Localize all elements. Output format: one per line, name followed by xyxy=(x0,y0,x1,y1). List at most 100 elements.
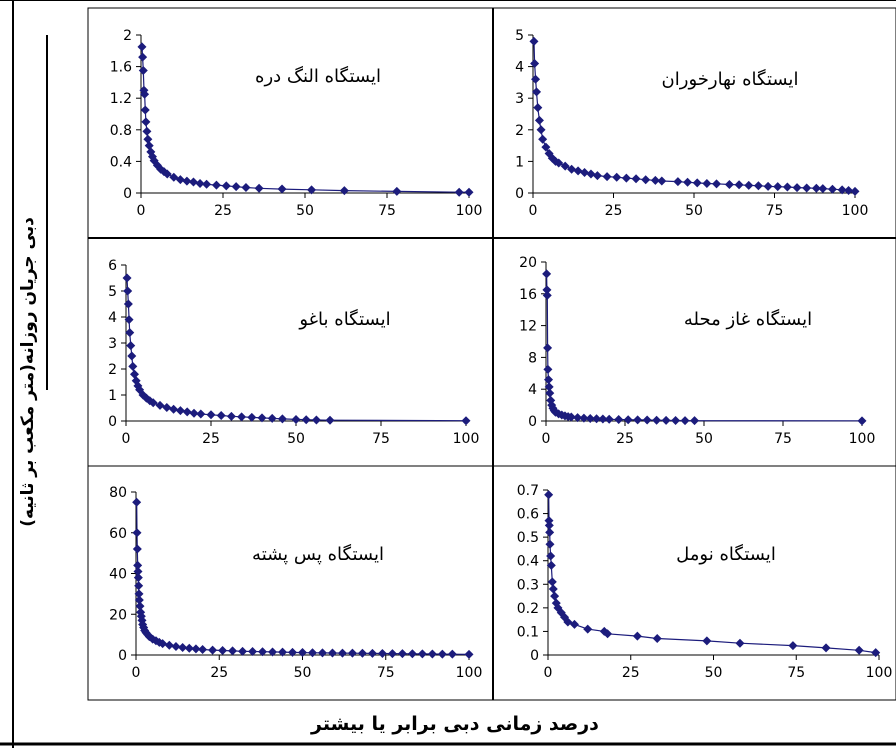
data-point xyxy=(188,177,198,187)
data-point xyxy=(427,649,437,659)
data-point xyxy=(133,566,143,576)
data-point xyxy=(307,648,317,658)
x-tick-label: 25 xyxy=(605,203,623,219)
y-tick-label: 0.2 xyxy=(517,601,539,617)
x-tick-label: 75 xyxy=(787,665,805,681)
chart-title: ایستگاه غاز محله xyxy=(684,308,812,330)
x-tick-label: 50 xyxy=(695,431,713,447)
data-point xyxy=(357,648,367,658)
data-point xyxy=(123,286,133,296)
data-point xyxy=(641,175,651,185)
data-point xyxy=(437,649,447,659)
data-point xyxy=(211,180,221,190)
y-tick-label: 0.6 xyxy=(517,507,539,523)
data-point xyxy=(206,410,216,420)
data-point xyxy=(184,643,194,653)
y-tick-label: 2 xyxy=(123,28,132,44)
data-point xyxy=(650,175,660,185)
figure-xlabel: درصد زمانی دبی برابر یا بیشتر xyxy=(310,713,599,735)
chart-panel: 0 4 8 12 16 20 0 25 50 75 100 ایستگاه غاز محله xyxy=(519,255,875,447)
y-tick-label: 8 xyxy=(528,350,537,366)
y-tick-label: 4 xyxy=(528,382,537,398)
data-point xyxy=(133,560,143,570)
data-point xyxy=(367,648,377,658)
data-point xyxy=(148,398,158,408)
x-tick-label: 50 xyxy=(294,665,312,681)
x-tick-label: 50 xyxy=(685,203,703,219)
data-point xyxy=(642,415,652,425)
data-point xyxy=(339,186,349,196)
y-tick-label: 4 xyxy=(515,60,524,76)
y-tick-label: 0.8 xyxy=(110,123,132,139)
data-point xyxy=(464,649,474,659)
y-tick-label: 1.6 xyxy=(110,60,132,76)
data-point xyxy=(461,416,471,426)
data-point xyxy=(603,629,613,639)
data-point xyxy=(182,407,192,417)
chart-panel: 0 20 40 60 80 0 25 50 75 100 ایستگاه پس پشته xyxy=(109,485,482,681)
data-point xyxy=(124,315,134,325)
data-point xyxy=(298,648,307,658)
data-point xyxy=(158,639,168,649)
figure-ylabel: دبی جریان روزانه(متر مکعب بر ثانیه) xyxy=(18,217,38,527)
y-tick-label: 0 xyxy=(108,414,117,430)
data-point xyxy=(763,181,773,191)
data-point xyxy=(692,178,702,188)
data-point xyxy=(566,412,576,422)
data-point xyxy=(573,166,583,176)
data-point xyxy=(586,169,596,179)
chart-title: ایستگاه النگ دره xyxy=(255,65,381,87)
x-tick-label: 0 xyxy=(137,203,146,219)
data-point xyxy=(652,634,662,643)
data-point xyxy=(531,74,541,84)
y-tick-label: 0.1 xyxy=(517,624,539,640)
x-tick-label: 25 xyxy=(622,665,640,681)
data-point xyxy=(237,412,247,422)
y-tick-label: 1 xyxy=(108,388,117,404)
x-tick-label: 100 xyxy=(456,665,483,681)
data-point xyxy=(673,177,683,187)
data-point xyxy=(142,126,152,136)
data-point xyxy=(592,171,602,181)
data-point xyxy=(248,647,258,657)
data-point xyxy=(632,631,642,641)
x-tick-label: 50 xyxy=(705,665,723,681)
x-tick-label: 100 xyxy=(842,203,869,219)
data-point xyxy=(377,648,387,658)
data-point xyxy=(821,643,831,653)
data-point xyxy=(690,416,700,426)
data-point xyxy=(162,169,172,179)
data-point xyxy=(583,624,593,634)
panel-frame xyxy=(87,465,494,701)
y-tick-label: 0 xyxy=(515,186,524,202)
data-point xyxy=(612,172,622,182)
data-point xyxy=(542,285,552,295)
data-point xyxy=(141,117,151,127)
data-point xyxy=(126,341,136,351)
y-tick-label: 4 xyxy=(108,310,117,326)
data-point xyxy=(228,646,238,656)
data-point xyxy=(171,641,181,651)
data-point xyxy=(818,184,828,194)
data-point xyxy=(680,416,690,426)
data-point xyxy=(585,413,595,423)
data-point xyxy=(208,645,218,655)
data-point xyxy=(216,411,226,421)
data-point xyxy=(134,589,144,599)
data-point xyxy=(132,497,142,507)
data-point xyxy=(854,645,864,655)
data-point xyxy=(546,560,556,570)
data-point xyxy=(307,185,317,195)
x-tick-label: 25 xyxy=(616,431,634,447)
data-point xyxy=(196,409,206,419)
data-point xyxy=(195,179,205,189)
data-point xyxy=(317,648,327,658)
y-tick-label: 20 xyxy=(109,607,127,623)
data-point xyxy=(226,411,236,421)
x-tick-label: 0 xyxy=(529,203,538,219)
y-tick-label: 3 xyxy=(515,91,524,107)
y-tick-label: 0 xyxy=(123,186,132,202)
